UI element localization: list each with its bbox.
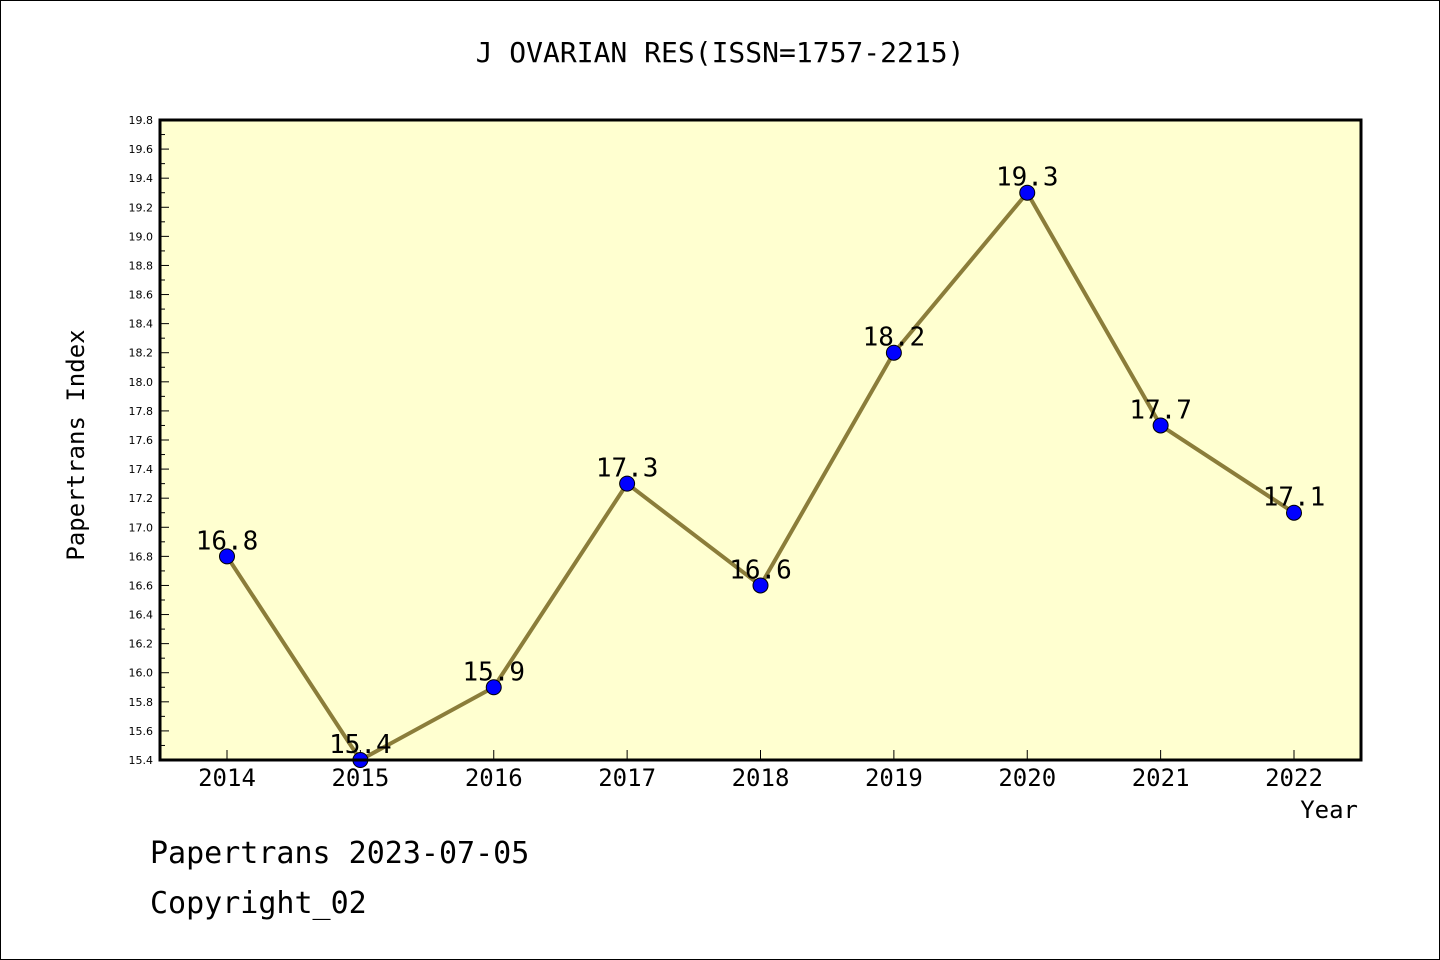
- x-tick-label: 2018: [732, 764, 790, 792]
- x-tick-label: 2021: [1132, 764, 1190, 792]
- y-tick-label: 18.4: [129, 318, 154, 331]
- y-tick-label: 19.2: [129, 201, 154, 214]
- data-label-2017: 17.3: [596, 454, 659, 484]
- x-tick-label: 2020: [998, 764, 1056, 792]
- y-tick-label: 19.0: [129, 230, 154, 243]
- y-tick-label: 16.8: [129, 550, 154, 563]
- y-tick-label: 15.4: [129, 754, 154, 767]
- data-point-2020: [1019, 184, 1036, 201]
- x-tick-label: 2019: [865, 764, 923, 792]
- data-point-2021: [1152, 417, 1169, 434]
- data-label-2015: 15.4: [329, 730, 392, 760]
- y-tick-label: 18.0: [129, 376, 154, 389]
- plot-border: [158, 118, 1363, 762]
- y-tick-label: 16.0: [129, 667, 154, 680]
- plot-area: [160, 120, 1361, 760]
- x-tick-label: 2015: [331, 764, 389, 792]
- data-point-2019: [885, 344, 902, 361]
- y-tick-label: 17.6: [129, 434, 154, 447]
- data-label-2018: 16.6: [729, 555, 792, 585]
- data-point-2016: [485, 679, 502, 696]
- y-axis-ticks: 15.4 15.6 15.8 16.0 16.2 16.4 16.6 16.8 17.0 17.2…: [129, 114, 169, 767]
- data-label-2019: 18.2: [863, 323, 926, 353]
- data-label-2020: 19.3: [996, 163, 1059, 193]
- data-point-2014: [219, 548, 235, 565]
- y-tick-label: 18.6: [129, 289, 154, 302]
- y-tick-label: 18.2: [129, 347, 154, 360]
- chart-title: J OVARIAN RES(ISSN=1757-2215): [475, 36, 965, 69]
- y-tick-label: 19.4: [129, 172, 154, 185]
- x-tick-label: 2022: [1265, 764, 1323, 792]
- data-label-2022: 17.1: [1263, 483, 1326, 513]
- y-tick-label: 17.4: [129, 463, 154, 476]
- x-tick-label: 2017: [598, 764, 656, 792]
- data-point-2017: [619, 475, 636, 492]
- y-tick-label: 16.6: [129, 579, 154, 592]
- x-axis-ticks: 2014 2015 2016 2017 2018 2019 2020 2021 2022: [198, 750, 1323, 792]
- y-tick-label: 15.8: [129, 696, 154, 709]
- x-tick-label: 2016: [465, 764, 523, 792]
- y-tick-label: 17.2: [129, 492, 154, 505]
- y-tick-label: 19.6: [129, 143, 154, 156]
- x-tick-label: 2014: [198, 764, 256, 792]
- data-point-2022: [1286, 504, 1302, 521]
- y-tick-label: 19.8: [129, 114, 154, 127]
- y-tick-label: 16.4: [129, 609, 154, 622]
- y-tick-label: 15.6: [129, 725, 154, 738]
- x-axis-label: Year: [1300, 796, 1358, 824]
- y-tick-label: 17.8: [129, 405, 154, 418]
- y-tick-label: 18.8: [129, 259, 154, 272]
- y-tick-label: 16.2: [129, 638, 154, 651]
- data-point-2018: [752, 577, 769, 594]
- footer-date: Papertrans 2023-07-05: [150, 836, 530, 871]
- data-label-2021: 17.7: [1129, 395, 1192, 425]
- y-tick-label: 17.0: [129, 521, 154, 534]
- data-label-2014: 16.8: [196, 526, 259, 556]
- data-labels: 16.8 15.4 15.9 17.3 16.6 18.2 19.3 17.7 17.1: [196, 163, 1326, 760]
- data-label-2016: 15.9: [462, 657, 525, 687]
- footer-copyright: Copyright_02: [150, 886, 367, 921]
